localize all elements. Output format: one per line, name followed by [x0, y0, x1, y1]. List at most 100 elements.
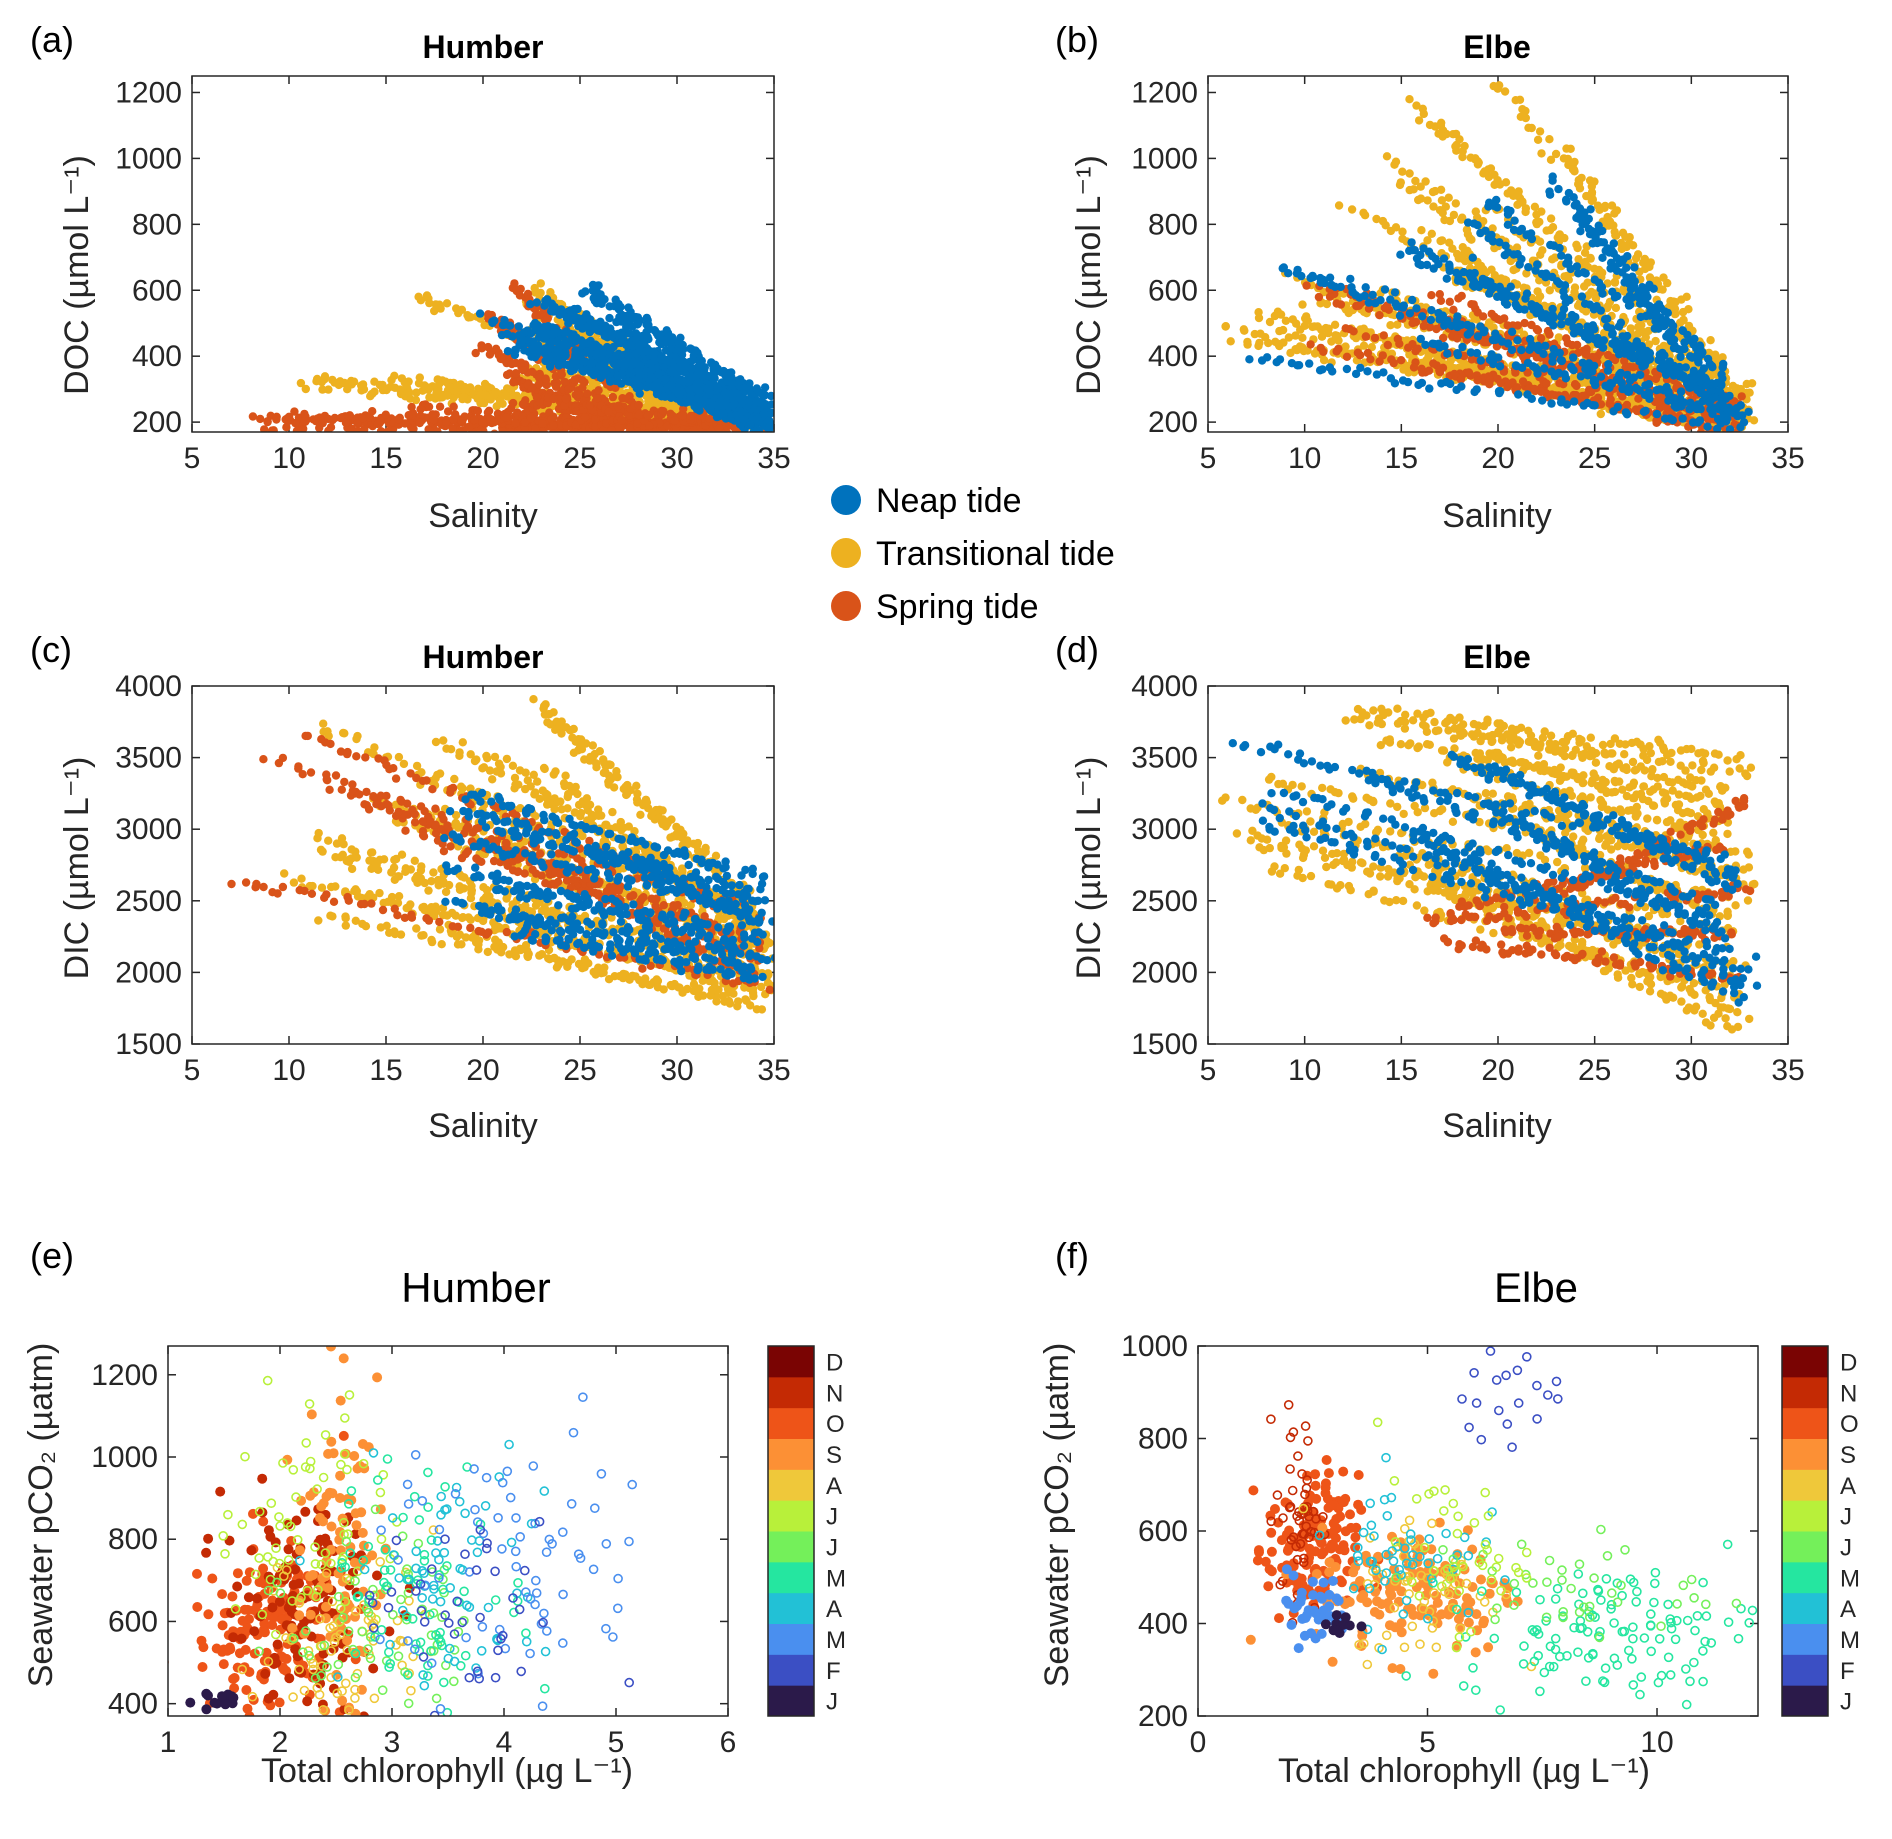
data-point	[1626, 324, 1636, 333]
data-point	[263, 417, 272, 426]
data-point	[1429, 202, 1438, 211]
data-point	[1591, 294, 1601, 303]
data-point	[1226, 337, 1235, 346]
data-point	[705, 434, 713, 442]
data-point	[448, 424, 457, 432]
data-point	[272, 412, 281, 421]
data-point	[1405, 169, 1414, 178]
data-point	[1358, 326, 1367, 335]
data-point	[300, 409, 309, 419]
data-point	[744, 398, 753, 407]
data-point	[645, 421, 654, 431]
data-point	[724, 402, 733, 411]
data-point	[446, 383, 455, 392]
data-point	[1254, 308, 1263, 317]
data-point	[1310, 322, 1319, 331]
data-point	[415, 418, 424, 428]
data-point	[693, 380, 702, 389]
data-point	[318, 418, 327, 428]
data-point	[1414, 195, 1423, 205]
data-point	[518, 399, 528, 409]
x-tick-label: 15	[369, 442, 402, 475]
data-point	[320, 375, 329, 384]
data-point	[1572, 240, 1581, 249]
panel-label-c: (c)	[30, 629, 72, 670]
data-point	[435, 402, 445, 411]
data-point	[561, 351, 570, 360]
plot-area-b	[1221, 81, 1759, 432]
data-point	[527, 367, 537, 376]
data-point	[648, 347, 658, 356]
data-point	[634, 400, 643, 410]
x-tick-label: 35	[757, 442, 790, 475]
data-point	[1570, 288, 1579, 297]
x-tick-label: 20	[466, 442, 499, 475]
data-point	[296, 378, 306, 388]
data-point	[1398, 167, 1407, 176]
data-point	[526, 433, 534, 441]
data-point	[1422, 356, 1431, 365]
data-point	[561, 394, 571, 404]
data-point	[520, 418, 530, 427]
data-point	[1360, 211, 1370, 220]
data-point	[1451, 142, 1460, 151]
data-point	[612, 317, 621, 327]
data-point	[1265, 317, 1275, 327]
data-point	[1501, 178, 1511, 187]
data-point	[566, 366, 576, 376]
data-point	[443, 391, 452, 400]
data-point	[1587, 196, 1597, 206]
ylabel-f: Seawater pCO₂ (µatm)	[1038, 1343, 1076, 1688]
data-point	[284, 412, 294, 421]
ylabel-a: DOC (µmol L⁻¹)	[58, 155, 96, 395]
data-point	[685, 385, 694, 395]
data-point	[1515, 95, 1525, 105]
data-point	[411, 395, 421, 405]
data-point	[625, 423, 634, 432]
title-a: Humber	[423, 29, 544, 65]
data-point	[1292, 319, 1301, 328]
data-point	[1275, 341, 1284, 351]
data-point	[547, 415, 556, 424]
data-point	[598, 371, 607, 380]
data-point	[1454, 254, 1464, 263]
data-point	[405, 388, 414, 397]
data-point	[1391, 223, 1401, 232]
data-point	[505, 321, 515, 330]
data-point	[324, 385, 333, 394]
data-point	[353, 419, 362, 428]
data-point	[382, 384, 391, 393]
data-point	[625, 329, 634, 338]
data-point	[1372, 214, 1381, 224]
data-point	[425, 393, 434, 402]
data-point	[557, 370, 566, 379]
data-point	[585, 327, 594, 337]
data-point	[654, 369, 664, 379]
data-point	[747, 390, 756, 400]
data-point	[1359, 341, 1369, 350]
data-point	[1521, 113, 1531, 123]
ylabel-b: DOC (µmol L⁻¹)	[1070, 155, 1108, 395]
data-point	[498, 320, 508, 330]
data-point	[1500, 275, 1509, 284]
y-tick-label: 600	[1148, 274, 1198, 307]
data-point	[430, 306, 439, 316]
data-point	[1298, 333, 1307, 342]
data-point	[1536, 250, 1545, 259]
data-point	[717, 368, 726, 377]
data-point	[1736, 384, 1746, 394]
data-point	[1317, 332, 1327, 341]
data-point	[424, 402, 434, 411]
data-point	[1463, 246, 1472, 255]
data-point	[542, 380, 551, 390]
data-point	[1333, 331, 1342, 341]
data-point	[486, 347, 496, 357]
data-point	[1458, 213, 1467, 222]
data-point	[613, 401, 623, 411]
data-point	[736, 408, 745, 418]
x-tick-label: 5	[1200, 442, 1217, 475]
data-point	[1493, 84, 1503, 93]
data-point	[518, 366, 528, 375]
data-point	[583, 389, 592, 398]
plot-area-a	[248, 279, 774, 442]
